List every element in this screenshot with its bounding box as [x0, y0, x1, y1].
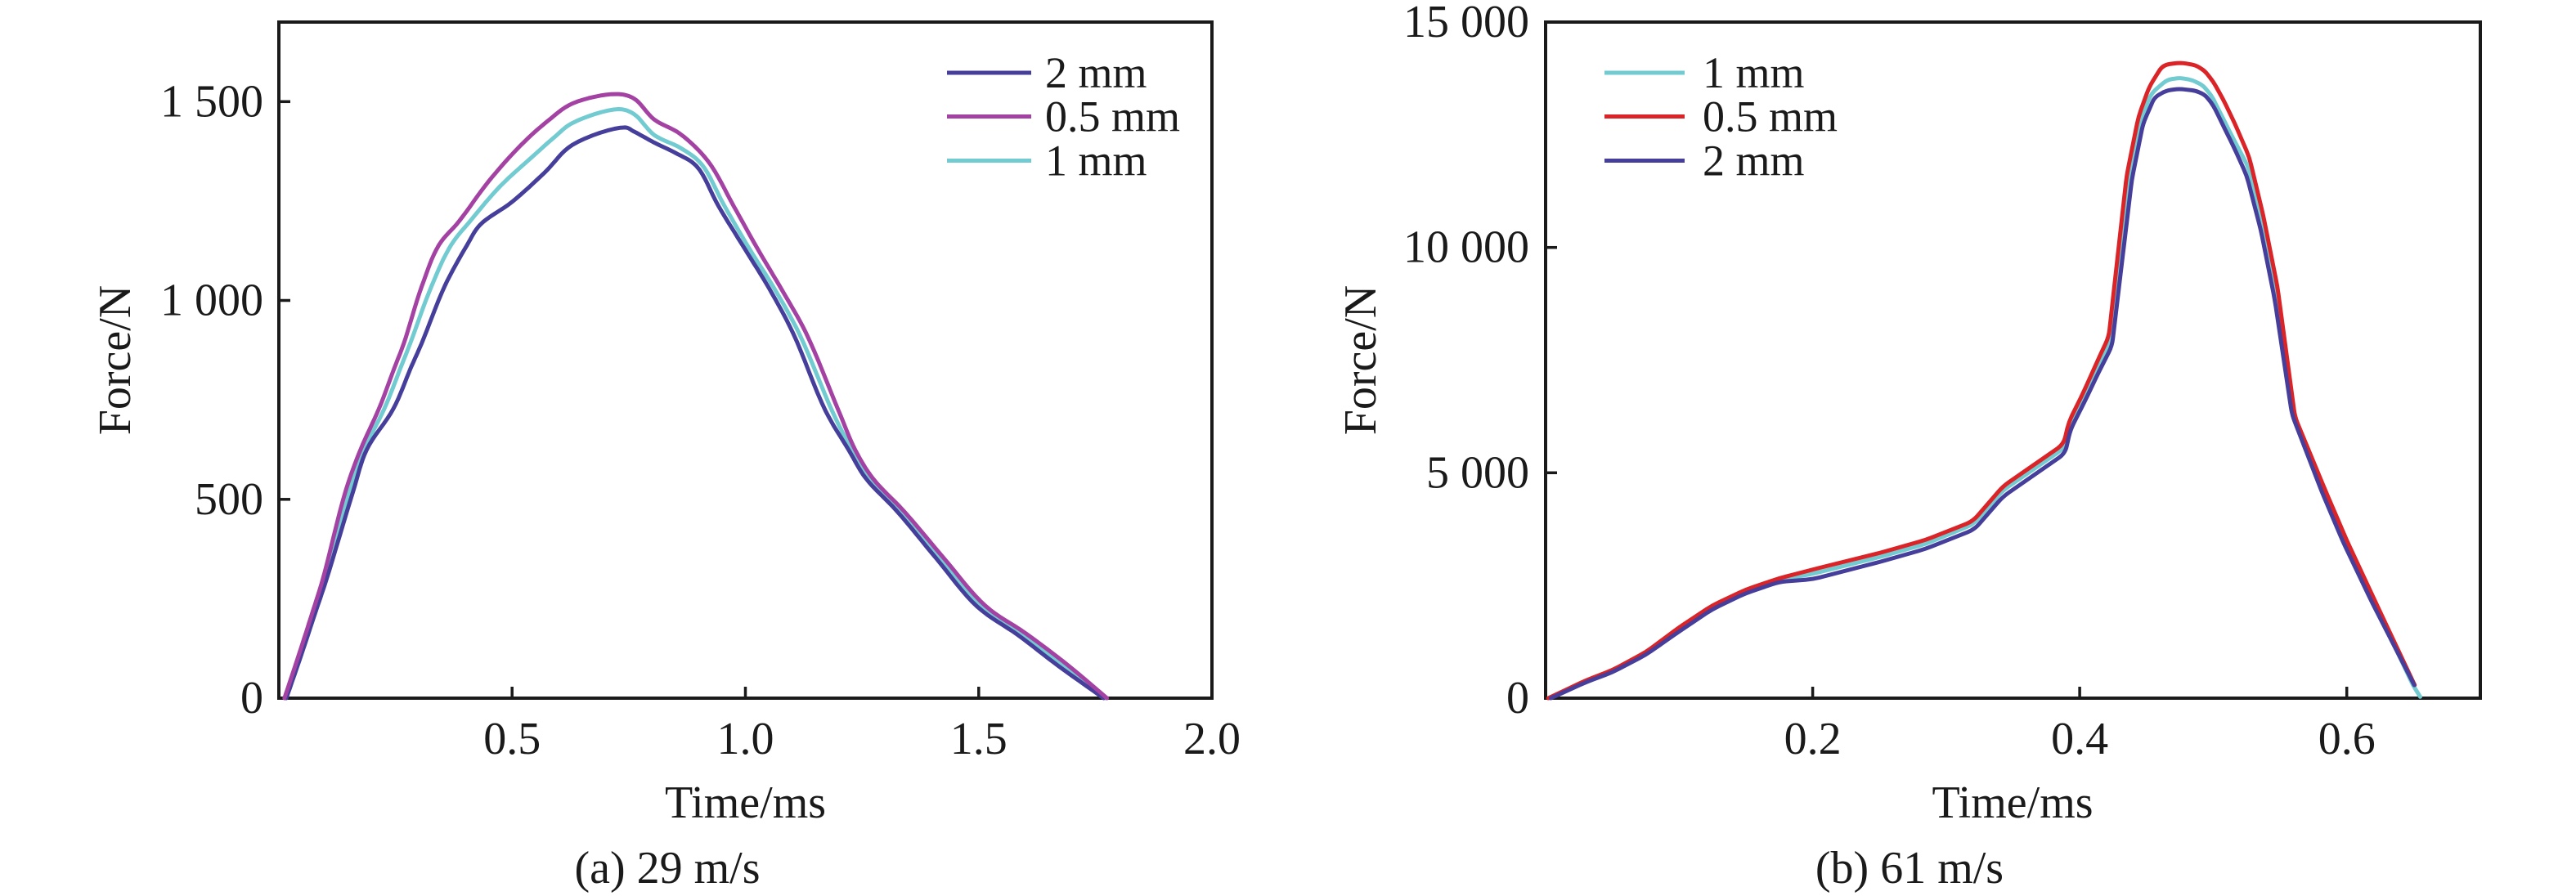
svg-text:1 mm: 1 mm: [1045, 137, 1147, 186]
svg-text:1.0: 1.0: [717, 714, 774, 764]
svg-text:0.5 mm: 0.5 mm: [1703, 92, 1838, 141]
svg-text:0.4: 0.4: [2051, 714, 2108, 764]
svg-text:0.2: 0.2: [1784, 714, 1842, 764]
svg-text:2 mm: 2 mm: [1045, 48, 1147, 97]
svg-text:2 mm: 2 mm: [1703, 137, 1805, 186]
svg-text:Force/N: Force/N: [90, 285, 141, 436]
svg-text:15 000: 15 000: [1403, 0, 1529, 47]
svg-text:1 000: 1 000: [160, 276, 263, 326]
svg-text:10 000: 10 000: [1403, 222, 1529, 273]
svg-text:0.5 mm: 0.5 mm: [1045, 92, 1180, 141]
svg-text:1.5: 1.5: [950, 714, 1008, 764]
svg-text:(b) 61 m/s: (b) 61 m/s: [1815, 843, 2004, 894]
svg-text:Time/ms: Time/ms: [1932, 777, 2093, 828]
svg-text:1 500: 1 500: [160, 76, 263, 127]
svg-text:(a) 29 m/s: (a) 29 m/s: [574, 843, 760, 894]
svg-text:5 000: 5 000: [1426, 447, 1529, 498]
svg-text:0: 0: [240, 673, 263, 724]
svg-text:1 mm: 1 mm: [1703, 48, 1805, 97]
svg-text:Force/N: Force/N: [1335, 285, 1386, 436]
svg-text:500: 500: [195, 474, 263, 525]
svg-text:2.0: 2.0: [1183, 714, 1241, 764]
svg-text:Time/ms: Time/ms: [665, 777, 826, 828]
svg-text:0.5: 0.5: [483, 714, 541, 764]
svg-text:0.6: 0.6: [2318, 714, 2376, 764]
svg-text:0: 0: [1506, 673, 1529, 724]
